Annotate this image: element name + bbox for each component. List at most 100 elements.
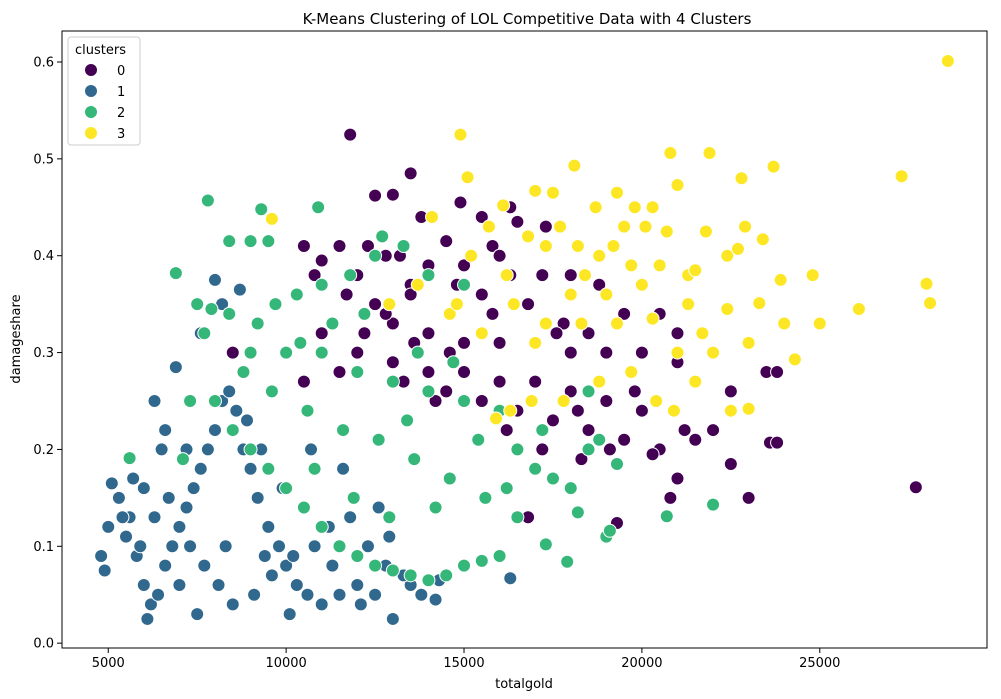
point-cluster-3-46 (442, 306, 457, 321)
point-cluster-1-26 (261, 519, 276, 534)
y-tick-label-0: 0.0 (33, 637, 54, 652)
point-cluster-2-59 (610, 456, 624, 471)
point-cluster-0-80 (627, 384, 642, 399)
point-cluster-0-95 (339, 287, 354, 302)
point-cluster-3-40 (645, 311, 660, 326)
point-cluster-0-14 (296, 239, 311, 254)
point-cluster-3-21 (738, 219, 753, 234)
point-cluster-2-62 (122, 451, 137, 466)
point-cluster-1-73 (371, 500, 386, 515)
point-cluster-3-48 (382, 297, 397, 312)
point-cluster-2-3 (261, 234, 276, 249)
point-cluster-2-36 (243, 442, 258, 457)
point-cluster-2-39 (296, 500, 311, 515)
point-cluster-3-35 (923, 296, 938, 311)
point-cluster-2-74 (357, 306, 372, 321)
point-cluster-2-9 (222, 306, 237, 321)
point-cluster-2-16 (375, 229, 390, 244)
point-cluster-1-70 (240, 413, 254, 428)
point-cluster-2-63 (175, 452, 190, 467)
point-cluster-3-60 (556, 394, 571, 409)
point-cluster-1-4 (111, 490, 126, 505)
point-cluster-3-2 (460, 170, 475, 185)
point-cluster-2-66 (236, 364, 251, 379)
point-cluster-2-56 (602, 523, 617, 538)
y-tick-label-3: 0.3 (33, 346, 54, 361)
point-cluster-2-52 (538, 537, 553, 552)
point-cluster-1-25 (250, 490, 265, 505)
point-cluster-0-96 (307, 268, 322, 283)
point-cluster-3-23 (521, 229, 536, 244)
point-cluster-2-82 (428, 500, 443, 515)
point-cluster-0-8 (510, 214, 525, 229)
point-cluster-3-55 (723, 403, 738, 418)
point-cluster-0-88 (499, 423, 514, 438)
point-cluster-1-81 (325, 558, 340, 573)
point-cluster-0-55 (581, 423, 596, 438)
point-cluster-2-10 (250, 316, 265, 331)
point-cluster-1-58 (264, 568, 279, 583)
point-cluster-1-63 (360, 539, 375, 554)
point-cluster-2-67 (264, 384, 279, 399)
point-cluster-3-16 (425, 209, 439, 224)
point-cluster-1-17 (193, 461, 208, 476)
point-cluster-1-71 (304, 442, 319, 457)
point-cluster-0-27 (368, 297, 383, 312)
point-cluster-3-14 (496, 198, 511, 213)
point-cluster-2-15 (368, 248, 383, 263)
point-cluster-1-34 (368, 587, 383, 602)
point-cluster-2-40 (314, 519, 329, 534)
point-cluster-2-33 (592, 432, 607, 447)
point-cluster-3-44 (506, 297, 521, 312)
point-cluster-3-78 (812, 316, 827, 331)
point-cluster-3-70 (464, 248, 479, 263)
point-cluster-1-1 (97, 563, 112, 578)
point-cluster-0-43 (563, 384, 578, 399)
point-cluster-1-53 (183, 539, 198, 554)
point-cluster-1-59 (286, 548, 301, 563)
point-cluster-2-18 (421, 268, 436, 283)
point-cluster-3-66 (599, 287, 614, 302)
point-cluster-3-9 (670, 178, 685, 193)
point-cluster-1-66 (414, 587, 429, 602)
point-cluster-2-31 (563, 481, 578, 496)
point-cluster-0-41 (492, 374, 507, 389)
point-cluster-0-68 (770, 435, 785, 450)
point-cluster-0-21 (535, 268, 550, 283)
point-cluster-2-30 (545, 471, 560, 486)
point-cluster-2-28 (510, 442, 525, 457)
legend-marker-0 (84, 63, 98, 77)
point-cluster-1-10 (140, 611, 155, 626)
point-cluster-0-76 (485, 306, 500, 321)
point-cluster-0-33 (563, 345, 578, 360)
point-cluster-0-26 (670, 326, 685, 341)
point-cluster-2-78 (446, 355, 461, 370)
point-cluster-1-3 (104, 476, 119, 491)
point-cluster-2-0 (200, 193, 215, 208)
point-cluster-1-18 (200, 442, 215, 457)
point-cluster-3-43 (538, 316, 553, 331)
point-cluster-2-81 (499, 481, 514, 496)
point-cluster-2-1 (254, 202, 269, 217)
point-cluster-1-82 (353, 597, 368, 612)
point-cluster-2-45 (403, 568, 418, 583)
point-cluster-0-12 (485, 239, 500, 254)
point-cluster-0-6 (474, 209, 489, 224)
point-cluster-0-22 (563, 268, 578, 283)
x-tick-label-0: 5000 (92, 656, 125, 671)
x-tick-label-4: 25000 (799, 656, 840, 671)
point-cluster-2-41 (332, 539, 347, 554)
point-cluster-3-73 (588, 200, 603, 215)
y-tick-label-4: 0.4 (33, 249, 54, 264)
point-cluster-3-56 (741, 401, 756, 416)
point-cluster-3-51 (695, 326, 710, 341)
point-cluster-3-69 (706, 345, 721, 360)
point-cluster-2-25 (421, 384, 436, 399)
point-cluster-2-77 (410, 345, 425, 360)
point-cluster-3-57 (787, 352, 802, 367)
point-cluster-3-15 (264, 211, 279, 226)
point-cluster-3-62 (503, 403, 518, 418)
point-cluster-1-49 (154, 442, 169, 457)
point-cluster-3-19 (659, 224, 674, 239)
point-cluster-0-85 (492, 248, 507, 263)
